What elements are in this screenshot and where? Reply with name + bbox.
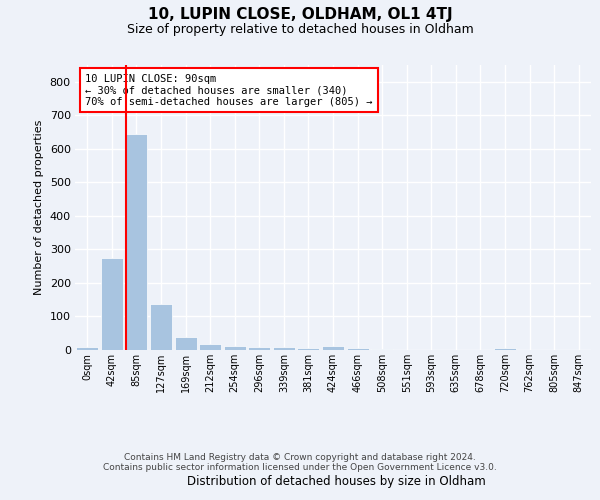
Text: Size of property relative to detached houses in Oldham: Size of property relative to detached ho… (127, 22, 473, 36)
Text: 10, LUPIN CLOSE, OLDHAM, OL1 4TJ: 10, LUPIN CLOSE, OLDHAM, OL1 4TJ (148, 8, 452, 22)
Bar (224, 346, 246, 350)
Bar (273, 348, 295, 350)
Bar (298, 348, 319, 350)
Bar (248, 346, 271, 350)
Bar (125, 134, 148, 350)
Bar (175, 338, 197, 350)
Text: 10 LUPIN CLOSE: 90sqm
← 30% of detached houses are smaller (340)
70% of semi-det: 10 LUPIN CLOSE: 90sqm ← 30% of detached … (85, 74, 373, 107)
Text: Distribution of detached houses by size in Oldham: Distribution of detached houses by size … (187, 474, 485, 488)
Bar (101, 258, 123, 350)
Text: Contains HM Land Registry data © Crown copyright and database right 2024.: Contains HM Land Registry data © Crown c… (124, 452, 476, 462)
Bar (322, 346, 344, 350)
Text: Contains public sector information licensed under the Open Government Licence v3: Contains public sector information licen… (103, 462, 497, 471)
Bar (494, 348, 516, 350)
Bar (347, 348, 368, 350)
Bar (150, 304, 172, 350)
Y-axis label: Number of detached properties: Number of detached properties (34, 120, 44, 295)
Bar (199, 344, 221, 350)
Bar (76, 348, 98, 350)
